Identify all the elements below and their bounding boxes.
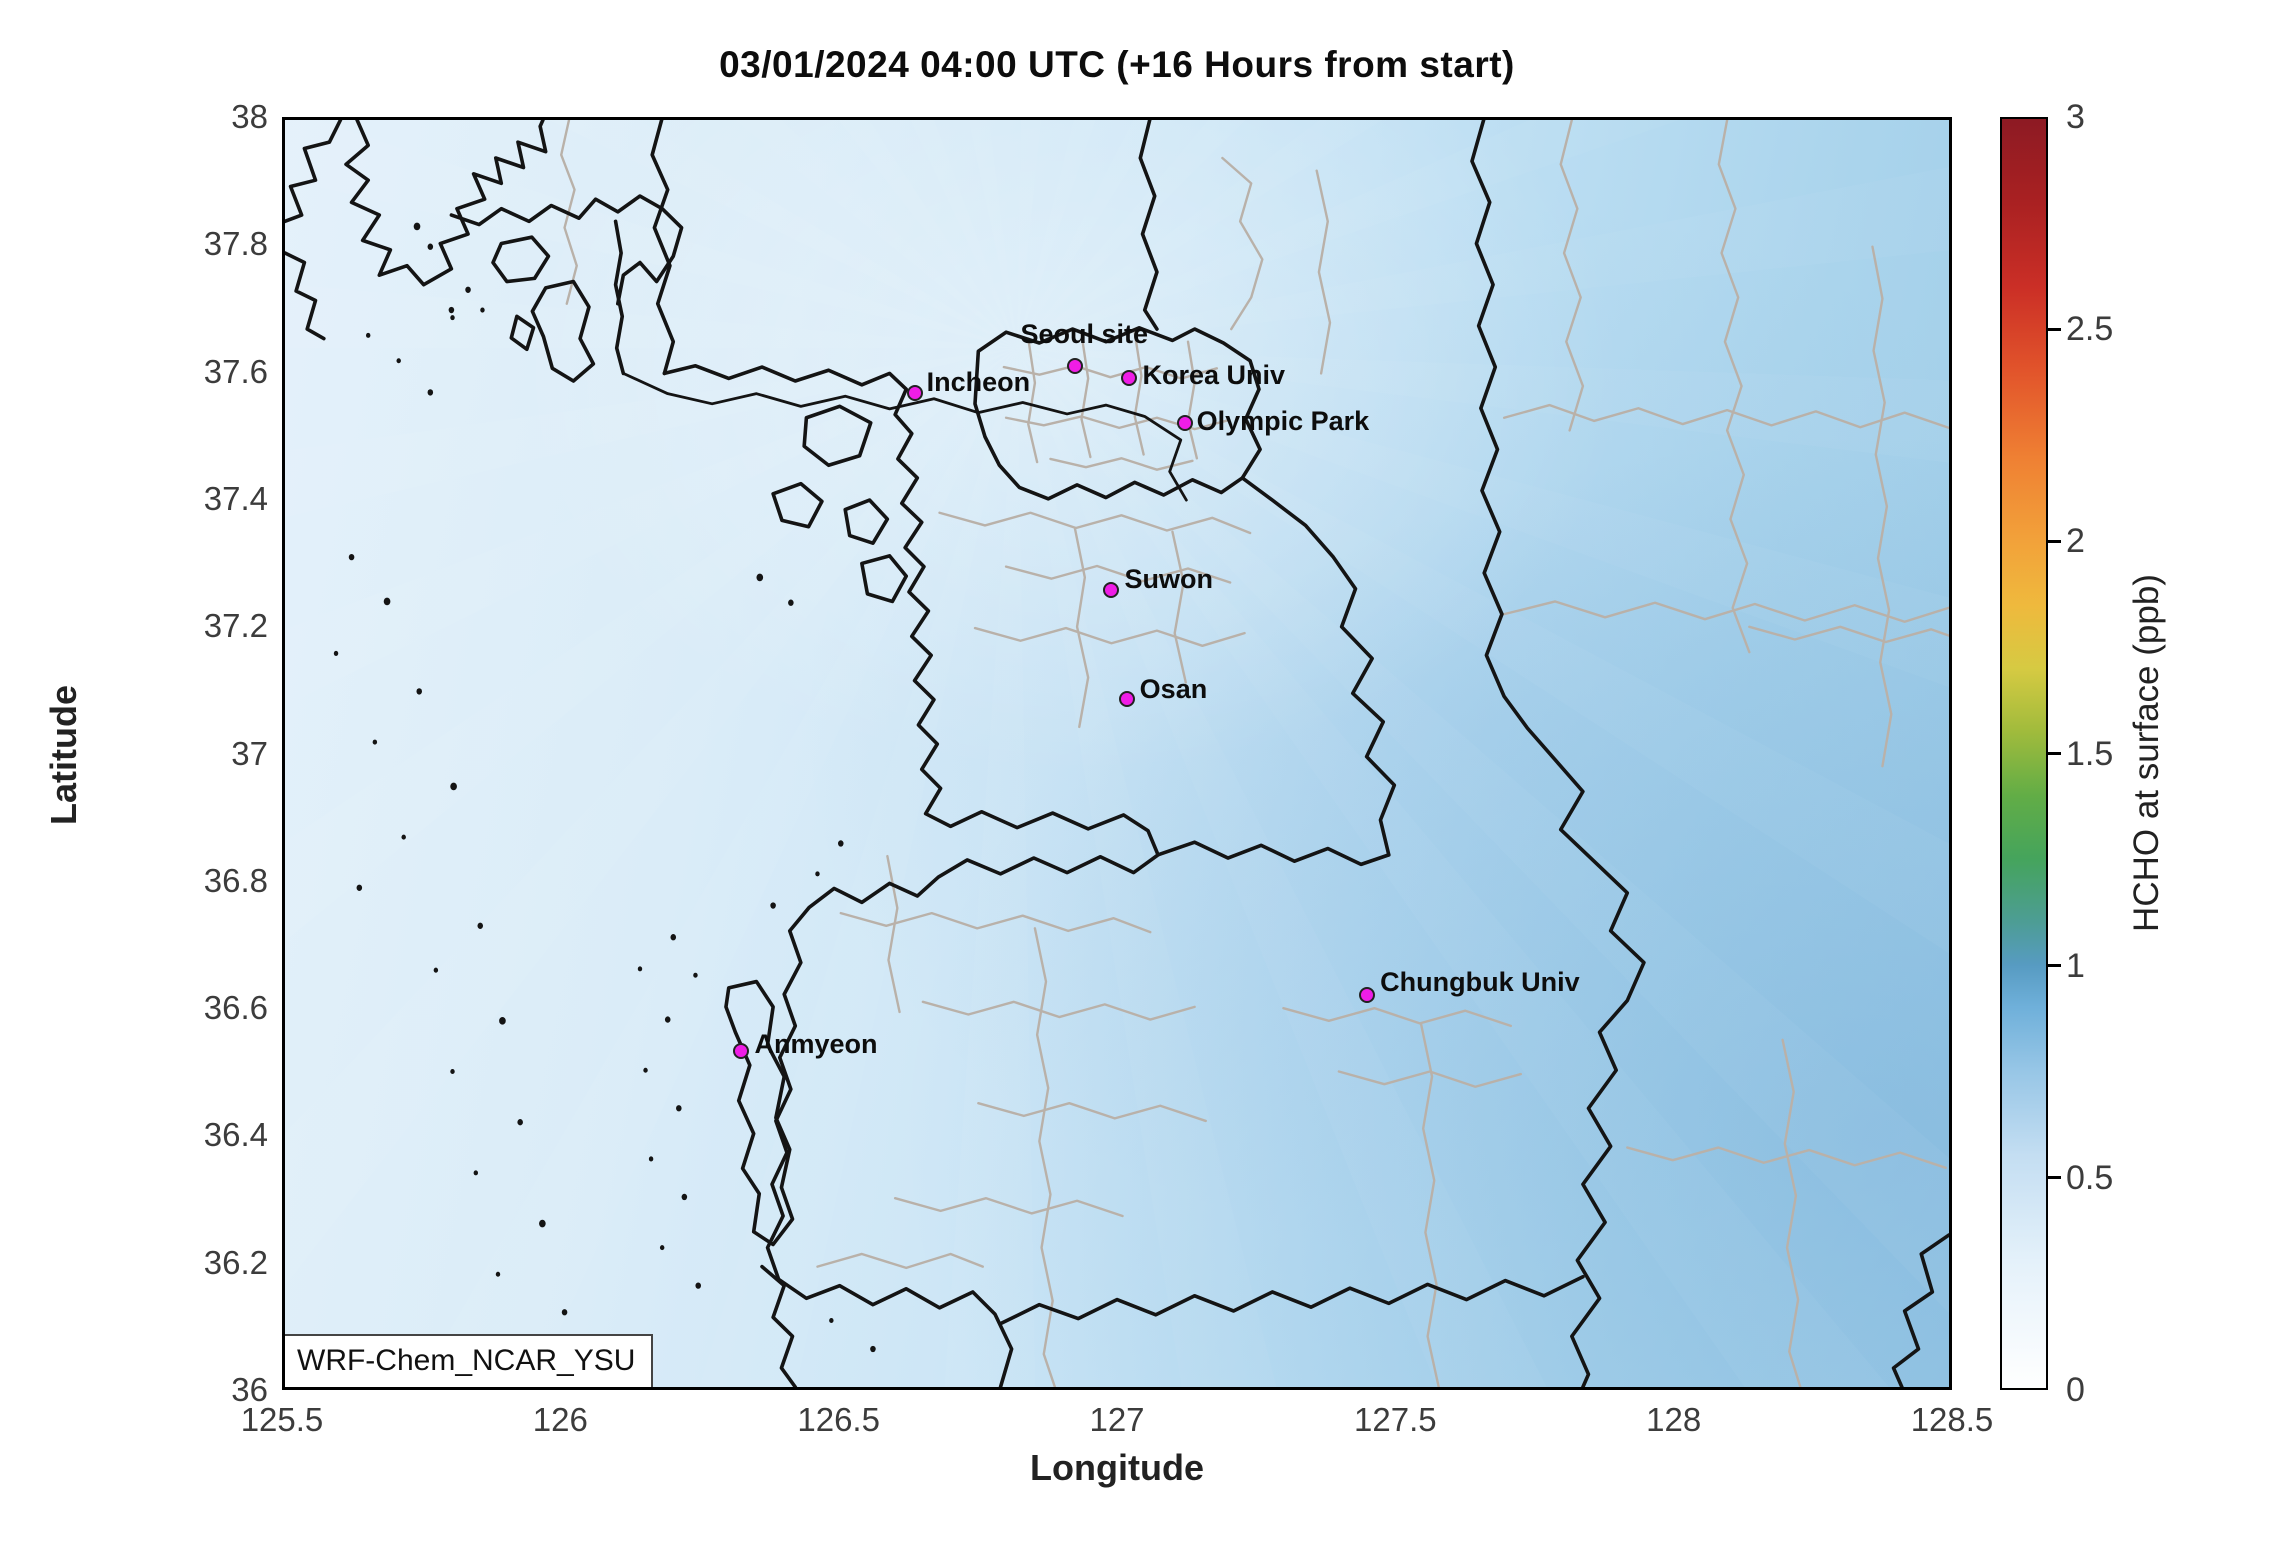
model-label-box: WRF-Chem_NCAR_YSU — [285, 1334, 654, 1387]
y-tick-label: 37.8 — [203, 225, 268, 263]
station-label: Suwon — [1124, 564, 1214, 595]
colorbar-tick-label: 3 — [2066, 98, 2085, 136]
coastline-ganghwa-islands — [493, 237, 593, 381]
y-tick-label: 36.6 — [203, 989, 268, 1027]
colorbar — [2000, 117, 2048, 1390]
coastline-north-korea — [285, 120, 682, 339]
x-tick-label: 127.5 — [1354, 1401, 1437, 1438]
boundary-seoul-metro-loop — [975, 120, 1260, 499]
station-label: Olympic Park — [1196, 405, 1370, 436]
y-tick-label: 36.4 — [203, 1116, 268, 1154]
station-marker — [1067, 358, 1084, 375]
admin-boundary-chungbuk — [1283, 1008, 1945, 1387]
colorbar-tick-label: 0.5 — [2066, 1158, 2114, 1197]
y-tick-label: 36 — [231, 1371, 268, 1408]
station-marker — [733, 1042, 750, 1059]
y-tick-label: 37.4 — [203, 479, 268, 517]
boundary-bottom-river — [1001, 1277, 1583, 1324]
station-label: Anmyeon — [754, 1028, 878, 1059]
station-marker — [906, 385, 923, 402]
x-tick-label: 125.5 — [240, 1401, 324, 1438]
x-tick-label: 127 — [1089, 1401, 1145, 1438]
admin-boundary-chungnam — [817, 856, 1205, 1387]
station-label: Korea Univ — [1142, 360, 1285, 391]
map-plot-area: Seoul site Incheon Korea Univ Olympic Park S… — [282, 117, 1952, 1390]
admin-boundary-gyeonggi-south — [940, 513, 1251, 727]
border-gimpo-from-top — [652, 120, 673, 373]
station-label: Incheon — [926, 367, 1031, 398]
boundary-asan-bay-east — [1158, 842, 1389, 864]
coastline-west-main — [664, 366, 1158, 1387]
colorbar-tick — [2048, 964, 2061, 968]
model-label: WRF-Chem_NCAR_YSU — [297, 1344, 636, 1377]
y-tick-label: 37 — [231, 734, 268, 772]
station-marker — [1118, 690, 1135, 707]
colorbar-tick — [2048, 752, 2061, 755]
coastline-anmyeon-island — [726, 982, 795, 1387]
admin-boundary-path — [561, 120, 1949, 766]
y-tick-label: 37.2 — [203, 607, 268, 645]
station-label: Osan — [1139, 673, 1208, 704]
colorbar-tick — [2048, 539, 2061, 543]
station-marker — [1102, 582, 1119, 599]
colorbar-tick-label: 1.5 — [2066, 734, 2114, 773]
colorbar-tick-label: 2.5 — [2066, 310, 2114, 349]
colorbar-tick-label: 0 — [2066, 1371, 2085, 1409]
boundary-gangwon-east — [1472, 120, 1644, 1387]
y-tick-label: 36.8 — [203, 861, 268, 899]
station-marker — [1359, 986, 1376, 1003]
y-axis-label: Latitude — [43, 685, 84, 825]
colorbar-tick — [2048, 327, 2061, 331]
x-tick-label: 126.5 — [797, 1401, 880, 1438]
station-layer: Seoul site Incheon Korea Univ Olympic Park S… — [285, 120, 1949, 1387]
x-tick-label: 128 — [1646, 1401, 1702, 1438]
station-label: Seoul site — [1020, 319, 1148, 350]
x-tick-label: 128.5 — [1910, 1401, 1994, 1438]
boundary-bottom-right-corner — [1894, 1235, 1949, 1387]
field-interpolation-streaks — [285, 120, 1949, 1387]
station-label: Chungbuk Univ — [1380, 966, 1580, 997]
map-svg — [285, 120, 1949, 1387]
x-tick-label: 126 — [532, 1401, 588, 1438]
y-tick-label: 37.6 — [203, 352, 268, 390]
colorbar-tick-label: 1 — [2066, 946, 2085, 985]
coastline-incheon-islands — [773, 406, 906, 601]
station-marker — [1121, 370, 1138, 387]
coastline-han-estuary-strait — [616, 221, 624, 373]
y-tick-label: 38 — [231, 98, 268, 135]
boundary-gyeonggi-chungbuk — [1242, 478, 1394, 855]
han-river — [623, 373, 1186, 500]
plot-title: 03/01/2024 04:00 UTC (+16 Hours from sta… — [719, 44, 1515, 85]
x-axis-label: Longitude — [1030, 1447, 1204, 1488]
y-tick-label: 36.2 — [203, 1243, 268, 1281]
colorbar-tick-label: 2 — [2066, 522, 2085, 561]
station-marker — [1176, 414, 1193, 431]
island-dots — [333, 222, 876, 1360]
hcho-field-background — [285, 120, 1949, 1387]
colorbar-tick — [2048, 1176, 2061, 1180]
